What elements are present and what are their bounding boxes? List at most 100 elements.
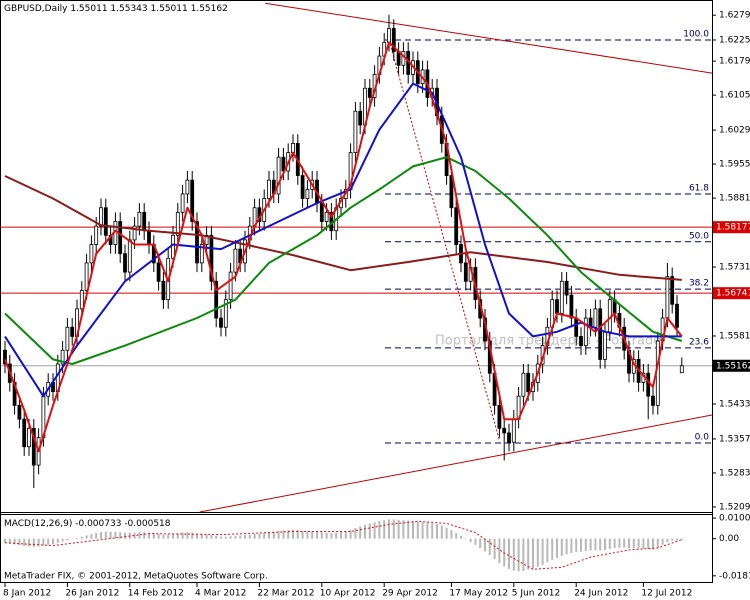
x-tick-label: 5 Jun 2012 [512, 589, 560, 599]
macd-bar [292, 529, 294, 539]
bid-label-box [713, 359, 750, 372]
candle-body [103, 207, 108, 236]
macd-bar [551, 538, 554, 560]
y-tick-label: 1.57310 [719, 263, 750, 273]
macd-bar [517, 538, 520, 572]
macd-last: -0.000733 [75, 519, 121, 529]
trendline [265, 2, 712, 74]
candle-body [190, 179, 195, 222]
macd-bar [42, 538, 45, 546]
macd-bar [263, 532, 266, 539]
y-tick-label: 1.62250 [719, 35, 750, 45]
candle-body [305, 188, 310, 199]
candle-body [31, 427, 36, 466]
macd-bar [536, 538, 539, 567]
macd-bar [244, 535, 246, 539]
macd-bar [176, 533, 179, 539]
candle-body [502, 427, 507, 434]
candle-body [171, 234, 175, 259]
macd-bar [642, 538, 645, 549]
y-tick-label: 1.61790 [719, 57, 750, 67]
macd-bar [152, 532, 155, 539]
trendline [199, 414, 712, 512]
macd-bar [162, 534, 165, 539]
candle-body [454, 207, 459, 245]
macd-bar [373, 522, 376, 539]
macd-bar [61, 538, 64, 542]
signal-last: -0.000518 [124, 519, 170, 529]
macd-bar [589, 538, 592, 551]
candle-body [300, 175, 305, 199]
macd-bar [186, 532, 189, 539]
macd-bar [354, 528, 357, 539]
macd-bar [632, 538, 635, 549]
macd-bar [316, 531, 318, 539]
candle-body [214, 280, 219, 319]
candle-body [574, 317, 579, 337]
candle-body [564, 280, 569, 296]
macd-bar [388, 519, 390, 539]
macd-bar [220, 536, 222, 539]
y-tick-label: 1.62790 [719, 11, 750, 21]
macd-bar [215, 535, 218, 539]
candle-body [84, 262, 89, 291]
macd-bar [104, 531, 107, 539]
footer: MetaTrader FIX, © 2001-2012, MetaQuotes … [4, 572, 268, 582]
macd-bar [392, 519, 395, 539]
macd-bar [37, 538, 40, 547]
macd-bar [407, 520, 410, 539]
candle-body [17, 404, 22, 420]
macd-bar [272, 531, 275, 539]
y-tick-label: 1.55810 [719, 331, 750, 341]
bid-label: 1.55162 [713, 359, 750, 372]
macd-bar [570, 538, 573, 553]
x-tick-label: 10 Apr 2012 [320, 589, 376, 599]
macd-bar [200, 533, 203, 539]
macd-bar [301, 530, 304, 539]
macd-bar [440, 525, 443, 539]
y-tick-label: 1.60290 [719, 126, 750, 136]
candle-body [319, 202, 324, 222]
price-label: 1.58177 [713, 221, 750, 234]
candle-body [132, 225, 137, 241]
macd-bar [445, 527, 448, 539]
macd-name: MACD(12,26,9) [4, 519, 72, 529]
macd-bar [527, 538, 530, 570]
candle-body [665, 276, 670, 319]
macd-bar [421, 521, 424, 539]
macd-bar [344, 531, 347, 539]
candle-body [579, 336, 583, 347]
candle-body [521, 372, 526, 397]
macd-bar [13, 538, 16, 545]
last-low: 1.55011 [151, 4, 188, 14]
macd-bar [229, 536, 232, 539]
macd-bar [676, 538, 678, 541]
x-tick-label: 24 Jun 2012 [574, 589, 628, 599]
macd-bar [412, 521, 414, 539]
macd-bar [85, 535, 88, 539]
trendline [388, 39, 500, 441]
macd-bar [488, 538, 491, 556]
macd-bar [584, 538, 587, 551]
price-label-text: 1.58177 [716, 223, 750, 233]
macd-bar [652, 538, 654, 550]
macd-bar [556, 538, 558, 558]
macd-bar [167, 534, 170, 539]
candle-body [60, 349, 65, 365]
candle-body [223, 299, 228, 328]
macd-bar [311, 531, 314, 539]
macd-bar [647, 538, 650, 550]
candle-body [142, 211, 147, 232]
moving-average [4, 41, 683, 453]
x-tick-label: 26 Jan 2012 [65, 589, 119, 599]
candle-body [276, 156, 281, 195]
macd-bar [95, 532, 98, 539]
macd-bar [565, 538, 568, 555]
macd-bar [4, 538, 6, 543]
macd-bar [66, 538, 69, 541]
macd-bar [268, 532, 270, 539]
macd-bar [52, 538, 54, 544]
x-tick-label: 22 Mar 2012 [257, 589, 314, 599]
candle-body [670, 276, 675, 305]
last-high: 1.55343 [110, 4, 147, 14]
